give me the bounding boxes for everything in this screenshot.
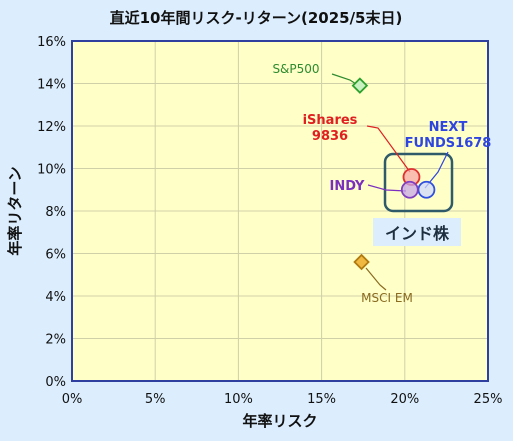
series-label: iShares 9836 <box>303 113 358 144</box>
series-label: NEXT FUNDS1678 <box>405 120 492 151</box>
data-point <box>353 253 370 271</box>
plot-border <box>71 40 489 382</box>
x-tick-label: 20% <box>390 392 419 407</box>
x-tick-label: 0% <box>62 392 83 407</box>
series-label: S&P500 <box>272 62 319 76</box>
y-tick-label: 12% <box>37 120 66 135</box>
data-point <box>351 77 369 94</box>
y-tick-label: 8% <box>45 205 66 220</box>
y-tick-label: 4% <box>45 290 66 305</box>
y-tick-label: 2% <box>45 333 66 348</box>
x-tick-label: 15% <box>307 392 336 407</box>
india-group-label: インド株 <box>385 224 450 243</box>
y-axis-label: 年率リターン <box>6 166 24 255</box>
series-label: INDY <box>330 179 366 194</box>
x-tick-label: 10% <box>224 392 253 407</box>
x-axis-label: 年率リスク <box>242 412 317 430</box>
x-tick-label: 5% <box>145 392 166 407</box>
india-group-box <box>383 152 454 213</box>
data-point <box>417 180 436 199</box>
y-tick-label: 6% <box>45 248 66 263</box>
y-tick-label: 16% <box>37 35 66 50</box>
leader-line <box>367 184 407 192</box>
leader-line <box>365 267 387 291</box>
x-tick-label: 25% <box>474 392 503 407</box>
y-tick-label: 14% <box>37 78 66 93</box>
plot-area: 0% 5% 10% 15% 20% 25% 0% 2% 4% 6% 8% 10% 12% 14% 16% イン… <box>37 35 502 407</box>
y-tick-label: 0% <box>45 375 66 390</box>
data-point <box>400 180 419 199</box>
india-label-bg <box>373 218 461 246</box>
y-tick-label: 10% <box>37 163 66 178</box>
series-label: MSCI EM <box>361 291 413 305</box>
chart-title: 直近10年間リスク-リターン(2025/5末日) <box>110 9 403 27</box>
leader-line <box>366 125 411 173</box>
